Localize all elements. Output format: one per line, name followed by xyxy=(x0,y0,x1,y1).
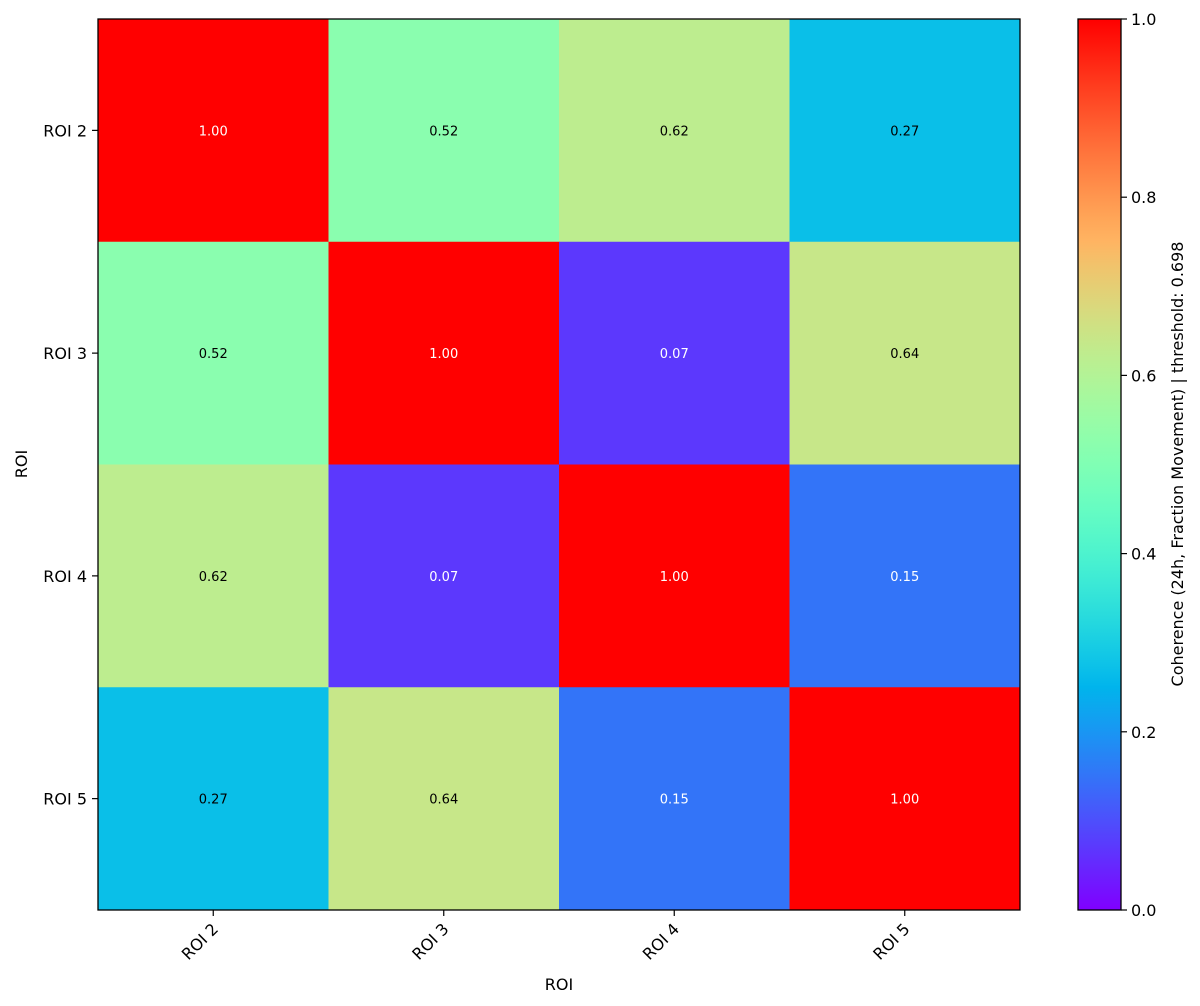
y-tick-label: ROI 5 xyxy=(43,790,87,809)
cell-value-label: 1.00 xyxy=(660,570,689,585)
heatmap-cell xyxy=(789,687,1021,911)
colorbar-tick-label: 0.6 xyxy=(1131,366,1156,385)
cell-value-label: 1.00 xyxy=(199,124,228,139)
heatmap-cell xyxy=(98,464,329,688)
y-tick-label: ROI 3 xyxy=(43,344,87,363)
y-axis-label: ROI xyxy=(12,450,31,478)
cell-value-label: 0.07 xyxy=(660,347,689,362)
heatmap-cell xyxy=(559,241,790,465)
heatmap-cell xyxy=(98,19,329,243)
cell-value-label: 0.62 xyxy=(199,570,228,585)
y-axis-ticks: ROI 2 ROI 3 ROI 4 ROI 5 xyxy=(43,121,98,809)
x-tick-label: ROI 4 xyxy=(639,919,683,963)
heatmap-cell xyxy=(789,241,1021,465)
heatmap-cell xyxy=(559,19,790,243)
heatmap-cell xyxy=(789,464,1021,688)
heatmap-cell xyxy=(328,464,560,688)
x-tick-label: ROI 2 xyxy=(178,919,222,963)
cell-value-label: 0.07 xyxy=(429,570,458,585)
cell-value-label: 0.15 xyxy=(890,570,919,585)
x-axis-label: ROI xyxy=(545,975,573,994)
cell-value-label: 0.62 xyxy=(660,124,689,139)
plot-frame xyxy=(97,18,1021,911)
colorbar-tick-label: 0.2 xyxy=(1131,723,1156,742)
heatmap-cell xyxy=(328,19,560,243)
x-tick-label: ROI 3 xyxy=(408,919,452,963)
heatmap-cell xyxy=(98,241,329,465)
cell-value-label: 1.00 xyxy=(429,347,458,362)
heatmap-cells: 1.00 0.52 0.62 0.27 0.52 1.00 0.07 0.64 0.62 0.07… xyxy=(98,19,1021,911)
cell-value-label: 0.52 xyxy=(429,124,458,139)
cell-value-label: 0.52 xyxy=(199,347,228,362)
cell-value-label: 1.00 xyxy=(890,793,919,808)
heatmap-cell xyxy=(98,687,329,911)
y-tick-label: ROI 2 xyxy=(43,121,87,140)
heatmap-cell xyxy=(559,464,790,688)
colorbar-label: Coherence (24h, Fraction Movement) | thr… xyxy=(1168,242,1187,687)
cell-value-label: 0.15 xyxy=(660,793,689,808)
colorbar xyxy=(1077,18,1122,911)
x-axis-ticks: ROI 2 ROI 3 ROI 4 ROI 5 xyxy=(178,910,914,964)
heatmap-cell xyxy=(328,241,560,465)
colorbar-ticks: 0.0 0.2 0.4 0.6 0.8 1.0 xyxy=(1121,10,1156,920)
colorbar-tick-label: 0.0 xyxy=(1131,901,1156,920)
cell-value-label: 0.64 xyxy=(890,347,919,362)
y-tick-label: ROI 4 xyxy=(43,567,87,586)
cell-value-label: 0.64 xyxy=(429,793,458,808)
cell-value-label: 0.27 xyxy=(199,793,228,808)
heatmap-cell xyxy=(559,687,790,911)
heatmap-cell xyxy=(328,687,560,911)
colorbar-tick-label: 0.8 xyxy=(1131,188,1156,207)
cell-value-label: 0.27 xyxy=(890,124,919,139)
colorbar-tick-label: 0.4 xyxy=(1131,545,1156,564)
x-tick-label: ROI 5 xyxy=(869,919,913,963)
heatmap-cell xyxy=(789,19,1021,243)
colorbar-tick-label: 1.0 xyxy=(1131,10,1156,29)
